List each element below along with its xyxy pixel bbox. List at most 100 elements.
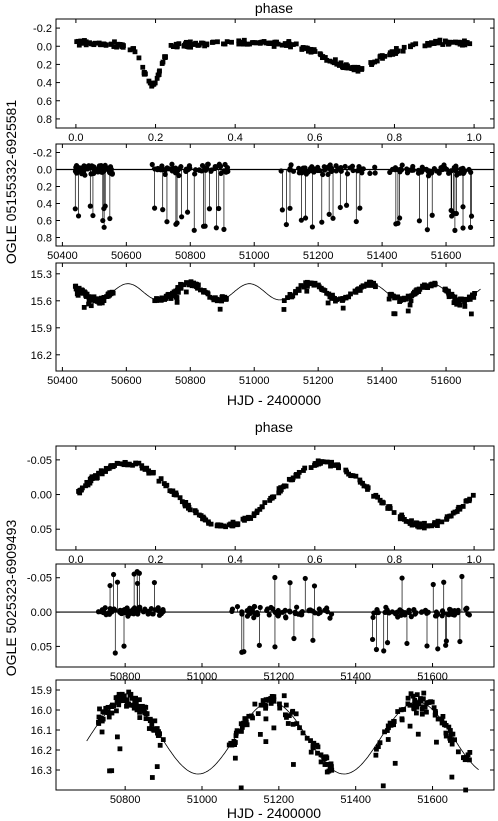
- data-point: [310, 744, 316, 749]
- data-point: [419, 169, 425, 175]
- data-point: [433, 609, 439, 615]
- data-point: [357, 205, 363, 211]
- data-point: [229, 608, 235, 615]
- data-point: [213, 164, 219, 170]
- data-point: [74, 39, 80, 45]
- y-tick-label: 0.8: [37, 114, 52, 126]
- data-point: [250, 715, 255, 721]
- data-point: [407, 302, 413, 308]
- data-point: [466, 612, 472, 618]
- x-tick-label: 0.0: [68, 132, 83, 144]
- data-point: [326, 291, 332, 297]
- y-tick-label: 16.2: [31, 745, 52, 757]
- data-point: [189, 283, 195, 289]
- data-point: [150, 470, 156, 476]
- data-point: [444, 288, 450, 294]
- data-point: [186, 44, 192, 50]
- data-point: [156, 732, 162, 738]
- data-point: [142, 710, 148, 716]
- data-point: [156, 612, 163, 618]
- data-point: [160, 737, 166, 742]
- data-point: [149, 161, 155, 168]
- data-point: [76, 42, 82, 48]
- data-point: [455, 297, 460, 303]
- data-point: [140, 64, 146, 70]
- data-point: [432, 613, 439, 619]
- data-point: [224, 39, 230, 45]
- data-point: [377, 740, 383, 746]
- data-point: [149, 775, 155, 780]
- data-point: [81, 304, 87, 310]
- data-point: [408, 298, 414, 304]
- data-point: [92, 298, 98, 304]
- data-point: [239, 649, 245, 655]
- data-point: [316, 284, 322, 290]
- data-point: [145, 611, 151, 617]
- data-point: [372, 59, 378, 65]
- data-point: [419, 164, 425, 170]
- data-point: [292, 609, 298, 615]
- data-point: [462, 296, 468, 302]
- data-point: [134, 707, 140, 713]
- data-point: [151, 579, 157, 586]
- data-point: [377, 497, 383, 503]
- data-point: [281, 693, 287, 699]
- data-point: [452, 737, 457, 743]
- data-point: [418, 696, 423, 701]
- data-point: [107, 582, 113, 589]
- data-point: [275, 612, 281, 618]
- data-point: [455, 749, 461, 755]
- data-point: [440, 713, 446, 719]
- data-point: [395, 709, 401, 714]
- data-point: [315, 744, 321, 750]
- data-point: [204, 165, 210, 172]
- x-tick-label: 50800: [110, 794, 141, 806]
- data-point: [467, 750, 473, 755]
- data-point: [390, 51, 396, 57]
- data-point: [149, 82, 155, 88]
- data-point: [107, 215, 113, 222]
- data-point: [411, 291, 416, 296]
- data-point: [392, 311, 398, 317]
- data-point: [309, 224, 316, 230]
- data-point: [243, 719, 249, 725]
- panel-star1-residual: 50400 50600 50800 51000 51200 51400 51600 -0.2 0…: [33, 143, 495, 262]
- data-point: [187, 507, 193, 513]
- data-point: [404, 170, 411, 176]
- data-point: [296, 286, 301, 292]
- star1-ylabel: OGLE 05155332-6925581: [3, 100, 19, 264]
- data-point: [283, 615, 289, 621]
- data-point: [428, 283, 434, 289]
- data-point: [87, 203, 93, 209]
- data-point: [80, 288, 85, 294]
- data-point: [374, 746, 379, 752]
- data-point: [319, 219, 325, 225]
- data-point: [103, 465, 109, 471]
- data-point: [221, 523, 227, 529]
- data-point: [340, 305, 346, 311]
- data-point: [424, 700, 430, 706]
- data-point: [276, 490, 282, 496]
- data-point: [257, 506, 263, 512]
- data-point: [290, 708, 296, 714]
- data-point: [322, 762, 328, 767]
- data-point: [282, 712, 288, 718]
- data-point: [373, 646, 380, 653]
- data-point: [151, 727, 157, 733]
- x-tick-label: 51600: [431, 250, 462, 262]
- data-point: [375, 609, 382, 616]
- data-point: [332, 57, 338, 63]
- x-tick-label: 0.4: [228, 554, 243, 566]
- y-tick-label: 0.4: [37, 78, 52, 90]
- panel-star2-lightcurve: 50800 51000 51200 51400 51600 15.9 16.0 16.1 16.…: [31, 679, 495, 806]
- data-point: [293, 289, 298, 294]
- data-point: [114, 734, 120, 740]
- data-point: [447, 728, 453, 733]
- data-point: [353, 473, 359, 479]
- data-point: [446, 724, 452, 730]
- data-point: [135, 611, 141, 617]
- data-point: [298, 217, 304, 223]
- data-point: [257, 731, 263, 737]
- data-point: [302, 575, 308, 582]
- data-point: [398, 298, 403, 303]
